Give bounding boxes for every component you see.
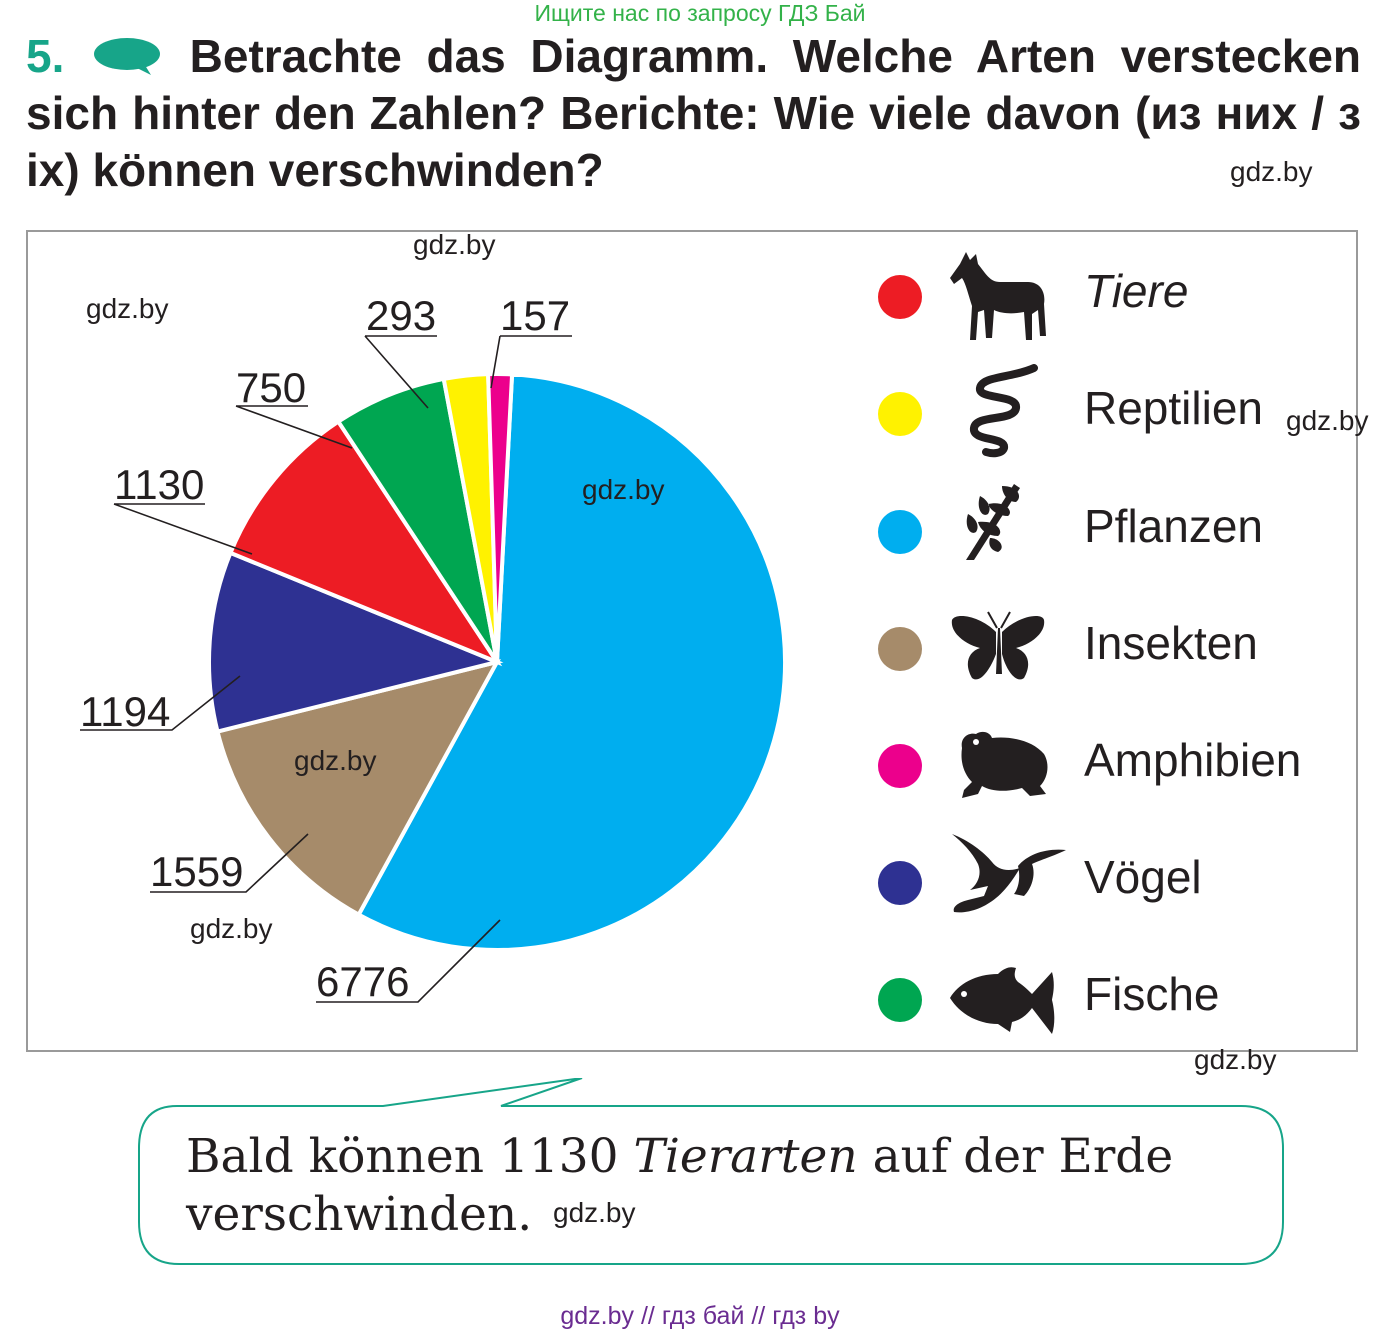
- data-label-pflanzen: 6776: [316, 958, 410, 1005]
- task-number: 5.: [26, 30, 65, 82]
- top-banner: Ищите нас по запросу ГДЗ Бай: [534, 0, 866, 26]
- speech-callout: [138, 1078, 1284, 1265]
- pie-slice-pflanzen: [355, 372, 787, 952]
- legend-label-voegel: Vögel: [1084, 851, 1202, 903]
- task-text: Betrachte das Diagramm. Welche Arten ver…: [26, 30, 1362, 196]
- legend-label-reptilien: Reptilien: [1084, 382, 1263, 434]
- snake-icon: [970, 364, 1038, 458]
- data-label-tiere: 1130: [114, 461, 205, 508]
- legend-label-pflanzen: Pflanzen: [1084, 500, 1264, 552]
- callout-text: Bald können 1130 Tierarten auf der Erde …: [186, 1128, 1266, 1244]
- pie-slice-voegel: [207, 550, 504, 734]
- leader-voegel: [80, 675, 241, 731]
- legend-dot-insekten: [878, 627, 922, 671]
- fish-icon: [950, 967, 1055, 1034]
- watermark: gdz.by: [294, 745, 377, 776]
- pie-slice-insekten: [215, 658, 501, 918]
- legend-label-amphibien: Amphibien: [1084, 734, 1302, 786]
- pie-slice-amphibien: [486, 372, 515, 663]
- legend-dot-pflanzen: [878, 510, 922, 554]
- watermark: gdz.by: [413, 229, 496, 260]
- watermark: gdz.by: [1230, 156, 1313, 187]
- watermark: gdz.by: [190, 913, 273, 944]
- speech-bubble-icon: [94, 37, 161, 75]
- watermark: gdz.by: [1286, 405, 1369, 436]
- legend-dot-tiere: [878, 275, 922, 319]
- callout-text-part: auf der Erde verschwinden.: [186, 1129, 1174, 1242]
- callout-emphasis: Tierarten: [633, 1129, 858, 1184]
- watermark: gdz.by: [86, 293, 169, 324]
- pie-slice-tiere: [227, 418, 503, 667]
- leaf-icon: [966, 484, 1020, 560]
- leader-amphibien: [490, 335, 572, 389]
- data-label-reptilien: 293: [366, 292, 437, 339]
- watermark: gdz.by: [553, 1197, 636, 1228]
- butterfly-icon: [951, 611, 1045, 680]
- chart-frame: [26, 230, 1358, 1052]
- task-heading: 5. Betrachte das Diagramm. Welche Arten …: [26, 28, 1361, 199]
- callout-text-part: Bald können 1130: [186, 1129, 634, 1184]
- footer: gdz.by // гдз бай // гдз by: [560, 1302, 840, 1330]
- leader-pflanzen: [316, 919, 501, 1003]
- legend-dot-voegel: [878, 861, 922, 905]
- data-label-voegel: 1194: [80, 688, 171, 735]
- data-label-insekten: 1559: [150, 848, 244, 895]
- pie-slice-fische: [335, 376, 499, 664]
- pie-chart: [80, 335, 787, 1003]
- leader-tiere: [113, 503, 253, 555]
- leader-fische: [235, 405, 353, 449]
- data-label-amphibien: 157: [500, 292, 571, 339]
- leader-reptilien: [364, 335, 437, 409]
- legend-dot-amphibien: [878, 744, 922, 788]
- legend-label-tiere: Tiere: [1084, 265, 1189, 317]
- legend-dot-fische: [878, 978, 922, 1022]
- watermark: gdz.by: [582, 474, 665, 505]
- legend-label-insekten: Insekten: [1084, 617, 1258, 669]
- birds-icon: [952, 834, 1066, 913]
- horse-icon: [950, 252, 1046, 340]
- leader-insekten: [150, 833, 309, 893]
- frog-icon: [961, 731, 1048, 798]
- legend-dot-reptilien: [878, 392, 922, 436]
- watermark: gdz.by: [1194, 1044, 1277, 1075]
- legend-label-fische: Fische: [1084, 968, 1220, 1020]
- data-label-fische: 750: [236, 364, 307, 411]
